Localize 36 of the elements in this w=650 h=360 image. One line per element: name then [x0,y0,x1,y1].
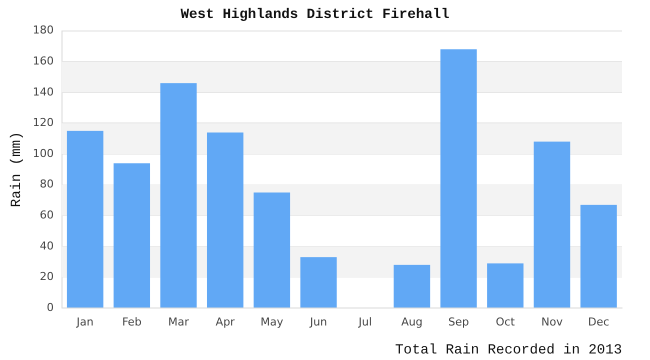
y-tick-label: 120 [32,116,54,130]
y-tick-label: 100 [32,146,54,160]
y-tick-label: 180 [32,24,54,37]
x-tick-label: Oct [496,315,516,328]
x-tick-label: Jul [358,315,372,328]
x-tick-label: Dec [588,315,610,328]
y-tick-label: 60 [40,208,54,222]
x-tick-label: Jun [308,315,328,328]
y-tick-label: 40 [40,239,54,252]
y-tick-label: 80 [40,178,54,191]
bar [394,264,430,308]
bar [206,132,244,308]
y-tick-label: 20 [40,270,54,284]
x-tick-label: Sep [448,315,469,328]
chart-title: West Highlands District Firehall [180,6,450,23]
x-tick-label: Apr [216,315,236,328]
bar [487,263,524,308]
y-tick-label: 140 [32,85,54,98]
bar [580,204,617,308]
x-tick-label: Jan [76,315,94,328]
y-tick-label: 0 [46,300,54,314]
bar [66,130,104,308]
bar [534,142,570,308]
x-axis-title: Total Rain Recorded in 2013 [395,342,622,358]
x-tick-label: Mar [168,315,190,328]
x-tick-label: Aug [401,315,423,328]
x-tick-label: Feb [122,315,142,328]
x-tick-label: May [260,315,284,328]
bar [114,163,150,308]
bar [160,83,197,308]
y-tick-label: 160 [32,54,54,68]
bar [254,192,290,308]
x-tick-label: Nov [541,315,564,328]
y-axis-title: Rain (mm) [9,132,26,208]
bar [440,49,477,308]
bar [300,257,337,308]
